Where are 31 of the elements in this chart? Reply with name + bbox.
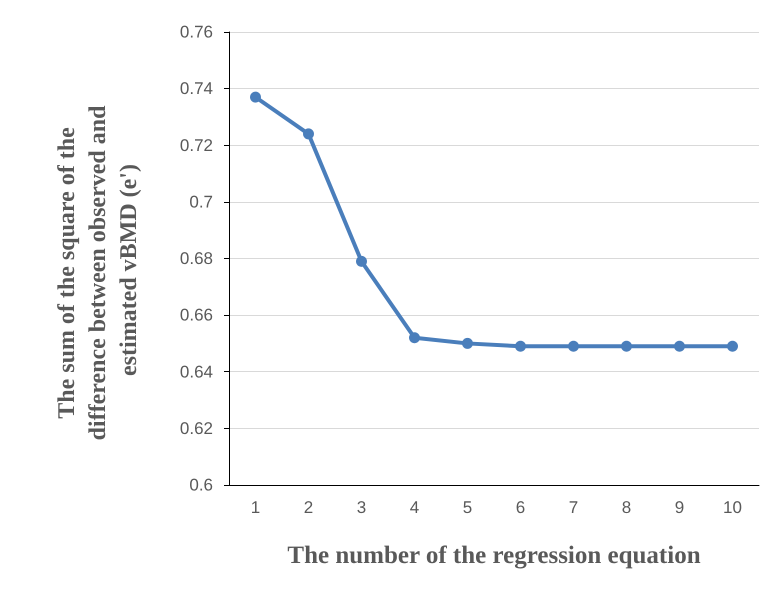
- x-tick-label: 2: [304, 498, 314, 517]
- point: [462, 338, 473, 349]
- point: [303, 128, 314, 140]
- x-tick-label: 9: [674, 498, 684, 517]
- x-tick-label: 3: [356, 498, 366, 517]
- point: [727, 340, 738, 352]
- x-tick-label: 1: [250, 498, 260, 517]
- point: [621, 340, 632, 352]
- y-tick-label: 0.74: [180, 79, 213, 98]
- y-tick-label: 0.72: [180, 136, 213, 155]
- point: [409, 332, 420, 344]
- y-tick-label: 0.68: [180, 249, 213, 268]
- x-axis-title: The number of the regression equation: [287, 542, 701, 569]
- y-tick-label: 0.6: [189, 476, 213, 494]
- x-tick-label: 6: [516, 498, 526, 517]
- point: [568, 340, 579, 352]
- y-tick-label: 0.64: [180, 362, 213, 382]
- point: [356, 256, 367, 267]
- y-tick-label: 0.76: [180, 22, 213, 42]
- point: [250, 92, 261, 103]
- y-tick-label: 0.7: [189, 192, 213, 212]
- x-tick-label: 4: [410, 498, 420, 517]
- x-tick-label: 10: [723, 498, 742, 517]
- x-tick-label: 7: [568, 498, 578, 517]
- point: [674, 340, 685, 352]
- x-tick-label: 5: [462, 498, 472, 517]
- point: [515, 340, 526, 352]
- x-tick-label: 8: [622, 498, 632, 517]
- y-tick-label: 0.66: [180, 306, 213, 325]
- y-axis-title: The sum of the square of the difference between observed and estimated vBMD (e'): [54, 100, 142, 440]
- y-tick-label: 0.62: [180, 418, 213, 438]
